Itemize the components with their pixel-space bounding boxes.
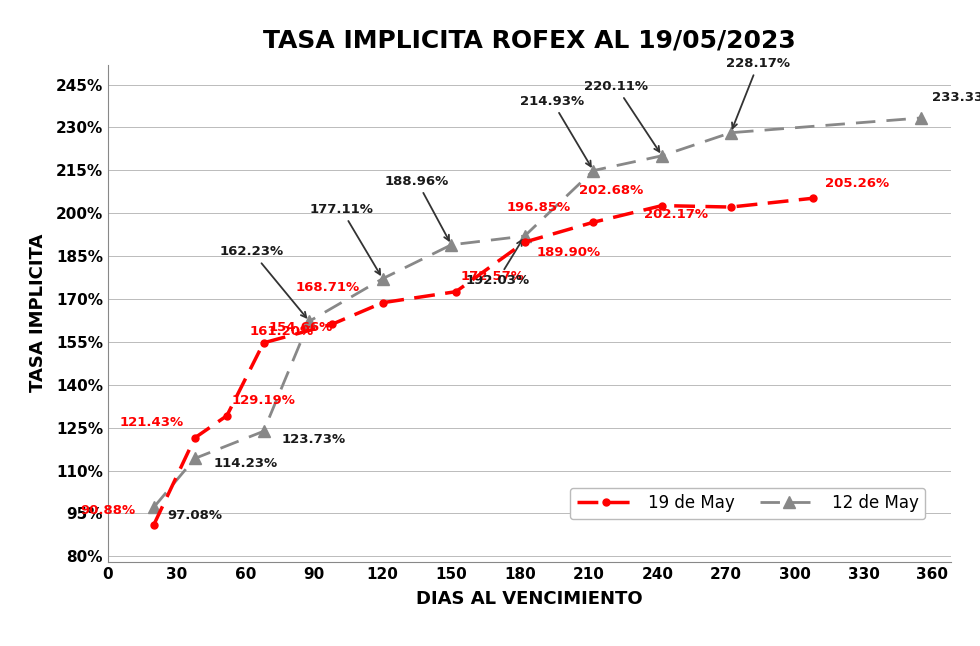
Text: 192.03%: 192.03% [466, 240, 529, 287]
12 de May [725, 129, 737, 136]
Text: 188.96%: 188.96% [385, 174, 449, 240]
12 de May [657, 152, 668, 160]
Text: 233.33%: 233.33% [932, 90, 980, 103]
19 de May [221, 412, 233, 419]
Y-axis label: TASA IMPLICITA: TASA IMPLICITA [29, 234, 47, 393]
Line: 12 de May: 12 de May [147, 112, 927, 514]
Text: 97.08%: 97.08% [168, 509, 222, 522]
19 de May [450, 288, 462, 296]
12 de May [446, 241, 458, 249]
19 de May [148, 521, 160, 529]
Text: 177.11%: 177.11% [310, 203, 380, 275]
Text: 168.71%: 168.71% [296, 281, 360, 294]
12 de May [258, 428, 270, 435]
19 de May [587, 218, 599, 226]
Text: 162.23%: 162.23% [220, 245, 307, 318]
X-axis label: DIAS AL VENCIMIENTO: DIAS AL VENCIMIENTO [416, 590, 643, 609]
Legend: 19 de May, 12 de May: 19 de May, 12 de May [570, 488, 925, 519]
Text: 214.93%: 214.93% [520, 95, 591, 167]
Text: 121.43%: 121.43% [120, 416, 183, 430]
Text: 205.26%: 205.26% [824, 176, 889, 190]
Text: 228.17%: 228.17% [726, 57, 790, 129]
Text: 202.68%: 202.68% [579, 184, 644, 197]
Line: 19 de May: 19 de May [150, 194, 816, 528]
19 de May [258, 339, 270, 347]
12 de May [148, 504, 160, 512]
12 de May [189, 455, 201, 463]
Text: 172.57%: 172.57% [461, 270, 524, 283]
19 de May [518, 238, 530, 246]
Text: 161.20%: 161.20% [250, 326, 314, 339]
19 de May [326, 320, 338, 328]
Text: 202.17%: 202.17% [644, 209, 708, 222]
Text: 129.19%: 129.19% [231, 394, 295, 407]
19 de May [808, 194, 819, 202]
Text: 90.88%: 90.88% [80, 504, 135, 517]
19 de May [725, 203, 737, 211]
12 de May [518, 232, 530, 240]
Text: 154.66%: 154.66% [269, 321, 332, 334]
19 de May [189, 434, 201, 442]
12 de May [915, 114, 927, 122]
12 de May [304, 317, 316, 325]
19 de May [376, 299, 388, 307]
Text: 196.85%: 196.85% [507, 201, 570, 214]
Title: TASA IMPLICITA ROFEX AL 19/05/2023: TASA IMPLICITA ROFEX AL 19/05/2023 [263, 29, 796, 53]
Text: 189.90%: 189.90% [536, 246, 600, 259]
12 de May [376, 275, 388, 282]
Text: 220.11%: 220.11% [584, 80, 660, 152]
Text: 114.23%: 114.23% [214, 457, 277, 470]
19 de May [657, 202, 668, 209]
Text: 123.73%: 123.73% [282, 433, 346, 446]
12 de May [587, 167, 599, 174]
